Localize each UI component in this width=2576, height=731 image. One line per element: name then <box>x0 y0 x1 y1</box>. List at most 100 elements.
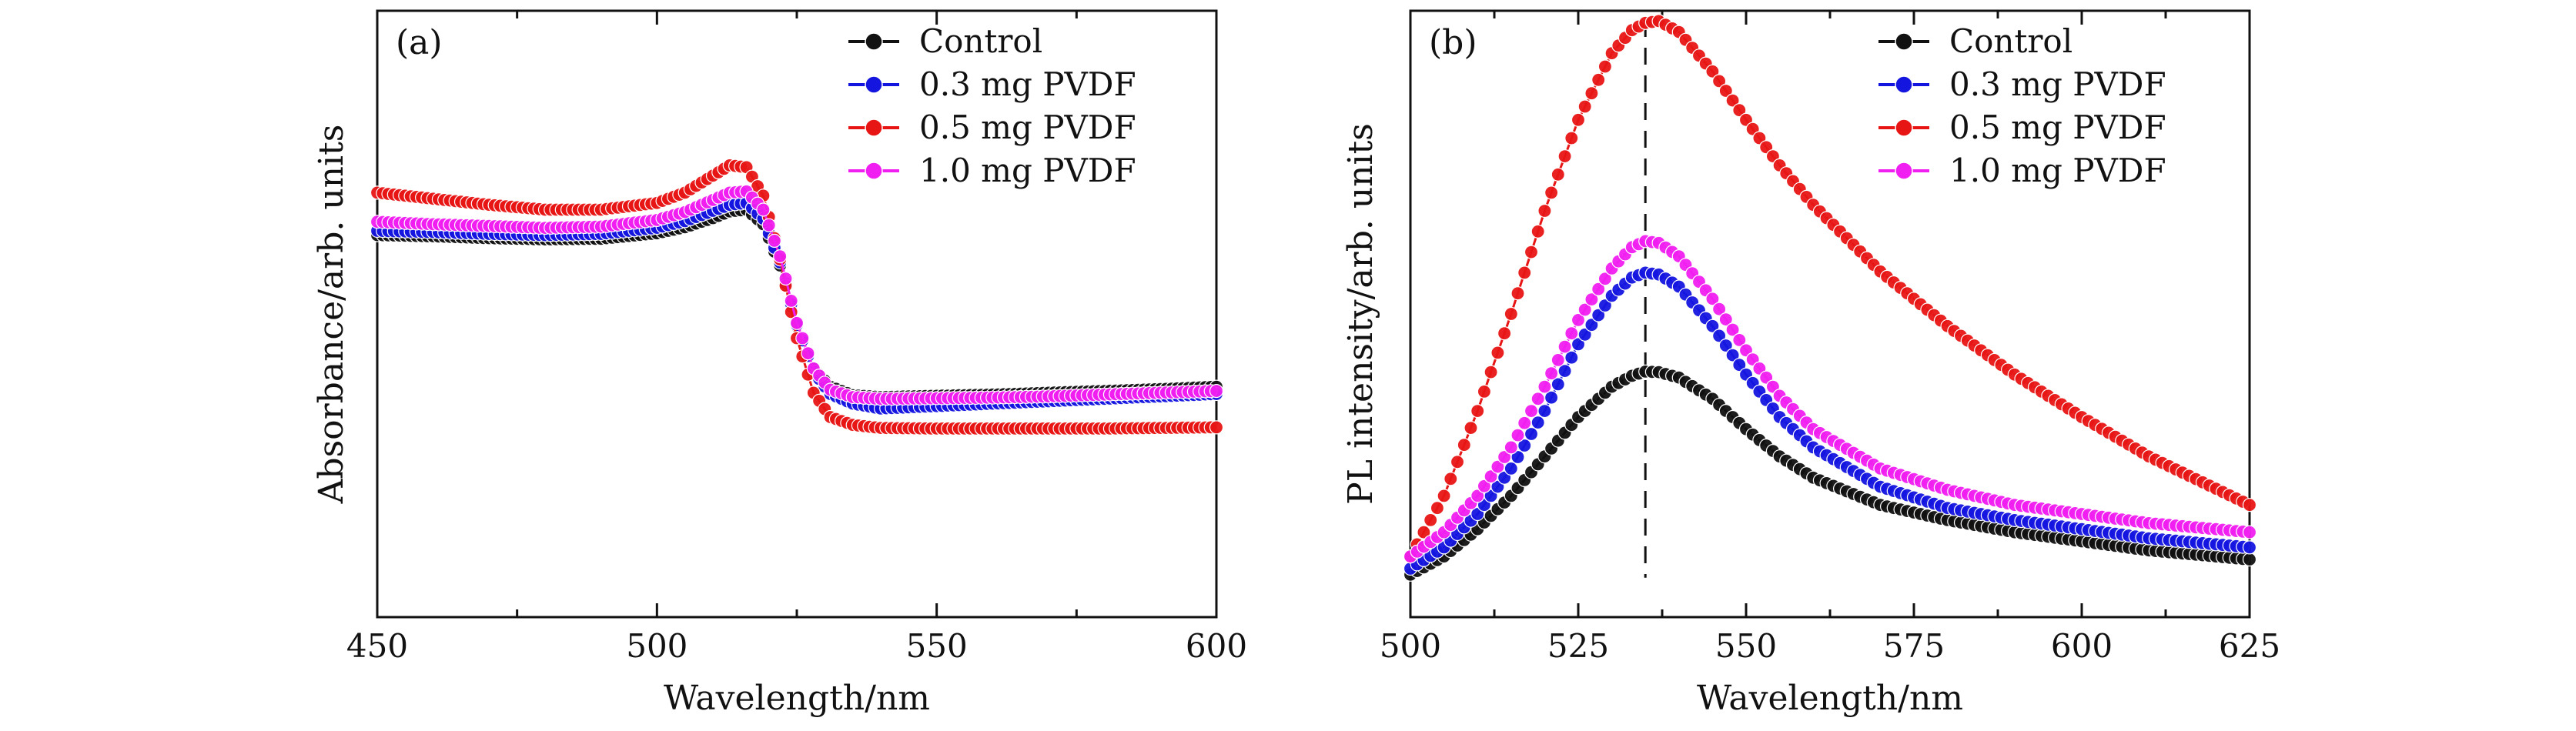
data-point <box>1551 167 1565 182</box>
data-point <box>1464 420 1478 436</box>
data-point <box>1571 337 1586 352</box>
data-point <box>1597 59 1612 74</box>
legend-entry: 0.3 mg PVDF <box>848 65 1136 103</box>
x-tick-label: 550 <box>906 627 968 665</box>
series-1-0-mg-pvdf <box>370 184 1224 406</box>
data-point <box>1705 319 1720 333</box>
data-point <box>773 249 788 264</box>
data-point <box>778 271 793 286</box>
panel-a-label: (a) <box>396 23 443 62</box>
data-point <box>1457 438 1471 452</box>
data-point <box>1510 286 1525 301</box>
x-tick-label: 600 <box>2051 627 2113 665</box>
data-point <box>2242 540 2257 555</box>
data-point <box>1209 420 1224 435</box>
data-point <box>1557 364 1572 379</box>
data-point <box>1537 203 1552 219</box>
data-point <box>2242 498 2257 512</box>
legend-entry: 1.0 mg PVDF <box>1878 152 2166 189</box>
x-tick-label: 450 <box>346 627 408 665</box>
data-point <box>1551 352 1565 367</box>
data-point <box>1484 365 1498 379</box>
data-point <box>1537 379 1552 394</box>
data-point <box>789 315 805 330</box>
data-point <box>1544 366 1559 381</box>
legend-marker <box>865 118 883 137</box>
data-point <box>795 331 810 345</box>
legend-marker <box>1895 118 1913 137</box>
legend-marker <box>865 32 883 51</box>
data-point <box>784 293 798 308</box>
data-point <box>1705 64 1720 78</box>
data-point <box>1712 302 1727 316</box>
x-tick-label: 525 <box>1547 627 1609 665</box>
series-0-5-mg-pvdf <box>1403 14 2257 564</box>
data-point <box>1437 489 1451 503</box>
series-control <box>1403 364 2257 582</box>
data-point <box>1712 329 1727 343</box>
legend-entry: Control <box>848 22 1042 60</box>
legend-marker <box>1895 75 1913 94</box>
legend-marker <box>865 75 883 94</box>
data-point <box>2242 525 2257 539</box>
data-point <box>1490 459 1505 474</box>
legend-entry: 0.3 mg PVDF <box>1878 65 2166 103</box>
data-point <box>1591 282 1606 296</box>
data-point <box>1591 308 1606 322</box>
panel-b-x-ticks: 500 525 550 575 600 625 <box>1380 11 2280 665</box>
data-point <box>1725 93 1740 108</box>
data-point <box>1557 149 1572 164</box>
data-point <box>1531 415 1545 430</box>
panel-a-x-ticks: 450 500 550 600 <box>346 11 1247 665</box>
legend-marker <box>1895 32 1913 51</box>
legend-entry: 1.0 mg PVDF <box>848 152 1136 189</box>
data-point <box>1718 338 1733 353</box>
data-point <box>1470 489 1485 503</box>
data-point <box>1718 312 1733 327</box>
legend-label: 1.0 mg PVDF <box>919 152 1136 189</box>
data-point <box>1517 416 1532 430</box>
data-point <box>1497 326 1512 341</box>
data-point <box>1417 525 1431 539</box>
panel-b-legend: Control 0.3 mg PVDF 0.5 mg PVDF 1.0 mg PVDF <box>1878 22 2166 189</box>
data-point <box>1597 298 1612 313</box>
data-point <box>1564 350 1579 365</box>
data-point <box>1705 292 1720 306</box>
x-tick-label: 550 <box>1715 627 1777 665</box>
legend-entry: Control <box>1878 22 2073 60</box>
data-point <box>1504 306 1518 322</box>
data-point <box>1571 312 1586 327</box>
panel-b-x-axis-label: Wavelength/nm <box>1697 679 1963 718</box>
data-point <box>1571 112 1586 127</box>
data-point <box>1510 428 1525 442</box>
panel-a-legend: Control 0.3 mg PVDF 0.5 mg PVDF 1.0 mg PVDF <box>848 22 1136 189</box>
legend-marker <box>865 162 883 180</box>
data-point <box>1718 83 1733 98</box>
series-0-5-mg-pvdf <box>370 158 1224 436</box>
data-point <box>1531 224 1545 239</box>
data-point <box>1444 472 1458 486</box>
data-point <box>756 202 771 217</box>
data-point <box>1490 345 1505 360</box>
data-point <box>767 233 782 248</box>
data-point <box>1537 403 1552 419</box>
legend-entry: 0.5 mg PVDF <box>1878 108 2166 146</box>
data-point <box>1524 426 1539 442</box>
legend-label: 0.3 mg PVDF <box>919 65 1136 103</box>
data-point <box>1477 384 1492 399</box>
panel-b: (b) 500 525 550 575 600 625 Control 0.3 mg PVD… <box>1341 9 2280 718</box>
data-point <box>1524 245 1539 259</box>
data-point <box>1524 403 1539 419</box>
data-point <box>1732 103 1747 118</box>
data-point <box>1712 74 1727 88</box>
data-point <box>1551 377 1565 392</box>
data-point <box>1564 131 1579 145</box>
data-point <box>1504 461 1518 476</box>
data-point <box>1577 302 1592 317</box>
legend-label: 0.5 mg PVDF <box>919 108 1136 146</box>
data-point <box>1504 440 1518 455</box>
x-tick-label: 575 <box>1883 627 1945 665</box>
data-point <box>1577 99 1592 114</box>
